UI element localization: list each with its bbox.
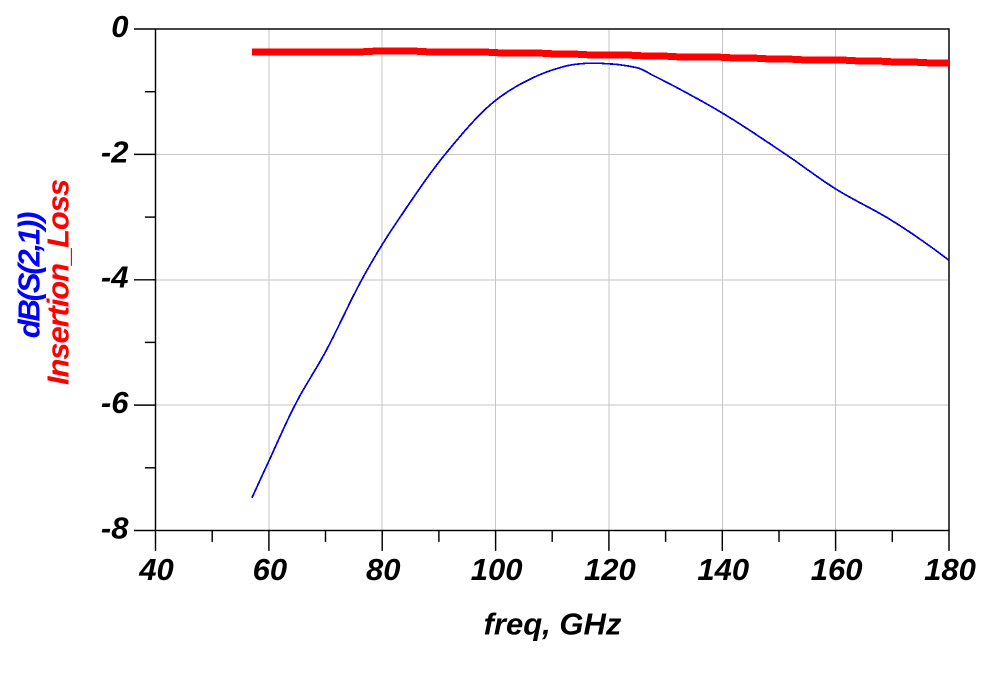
svg-text:-8: -8 <box>101 510 129 545</box>
svg-text:-6: -6 <box>101 385 129 420</box>
svg-text:140: 140 <box>697 552 749 587</box>
svg-text:120: 120 <box>584 552 636 587</box>
svg-text:Insertion_Loss: Insertion_Loss <box>41 179 76 385</box>
svg-text:180: 180 <box>924 552 976 587</box>
svg-text:0: 0 <box>111 9 128 44</box>
svg-text:100: 100 <box>471 552 523 587</box>
svg-text:-2: -2 <box>101 134 129 169</box>
svg-text:80: 80 <box>366 552 400 587</box>
svg-text:dB(S(2,1)): dB(S(2,1)) <box>12 212 47 338</box>
svg-text:60: 60 <box>253 552 287 587</box>
svg-text:freq, GHz: freq, GHz <box>484 607 622 642</box>
svg-text:40: 40 <box>138 552 173 587</box>
svg-text:-4: -4 <box>101 260 129 295</box>
svg-text:160: 160 <box>811 552 863 587</box>
